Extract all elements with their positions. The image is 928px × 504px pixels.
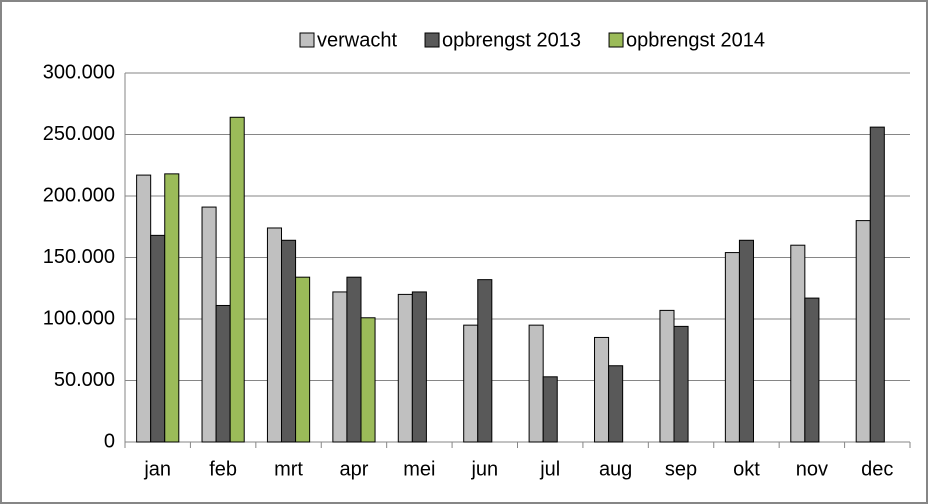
legend-swatch [424, 32, 440, 48]
bar [397, 293, 413, 443]
x-tick-label: sep [665, 458, 697, 480]
legend-label: opbrengst 2014 [626, 29, 765, 51]
legend-label: verwacht [317, 29, 397, 51]
bar [215, 304, 231, 443]
x-tick-label: mrt [274, 458, 303, 480]
legend-label: opbrengst 2013 [442, 29, 581, 51]
bar [594, 336, 610, 443]
bar [659, 309, 675, 443]
x-tick-label: apr [340, 458, 369, 480]
bar [150, 234, 166, 443]
bar [673, 325, 689, 443]
bar [266, 227, 283, 443]
y-tick-label: 150.000 [43, 246, 115, 268]
bar [608, 365, 624, 443]
y-tick-label: 300.000 [43, 61, 115, 83]
bar [738, 239, 754, 443]
bar [136, 174, 152, 443]
bar [724, 252, 740, 443]
bar [790, 244, 806, 443]
x-tick-label: okt [733, 458, 760, 480]
bar [360, 317, 376, 443]
y-tick-label: 0 [104, 430, 115, 452]
x-tick-label: feb [209, 458, 237, 480]
legend-swatch [299, 32, 315, 48]
bar [477, 279, 493, 443]
bar [346, 276, 362, 443]
x-tick-label: aug [599, 458, 632, 480]
bar [201, 206, 217, 443]
y-tick-label: 100.000 [43, 307, 115, 329]
x-tick-label: jan [143, 458, 171, 480]
legend-swatch [608, 32, 624, 48]
bar [542, 376, 558, 443]
bar [528, 324, 544, 443]
bar [869, 126, 885, 443]
bar [411, 291, 427, 443]
bar [295, 276, 311, 443]
bar [855, 220, 871, 443]
x-tick-label: jul [539, 458, 560, 480]
bar [463, 324, 479, 443]
bar [804, 297, 820, 443]
x-tick-label: dec [861, 458, 893, 480]
bar [332, 291, 348, 443]
y-tick-label: 50.000 [54, 369, 115, 391]
y-tick-label: 250.000 [43, 123, 115, 145]
bar [164, 173, 180, 443]
x-tick-label: nov [796, 458, 828, 480]
bar [229, 116, 245, 443]
bar [281, 239, 297, 443]
x-tick-label: mei [403, 458, 435, 480]
y-tick-label: 200.000 [43, 184, 115, 206]
x-tick-label: jun [470, 458, 498, 480]
